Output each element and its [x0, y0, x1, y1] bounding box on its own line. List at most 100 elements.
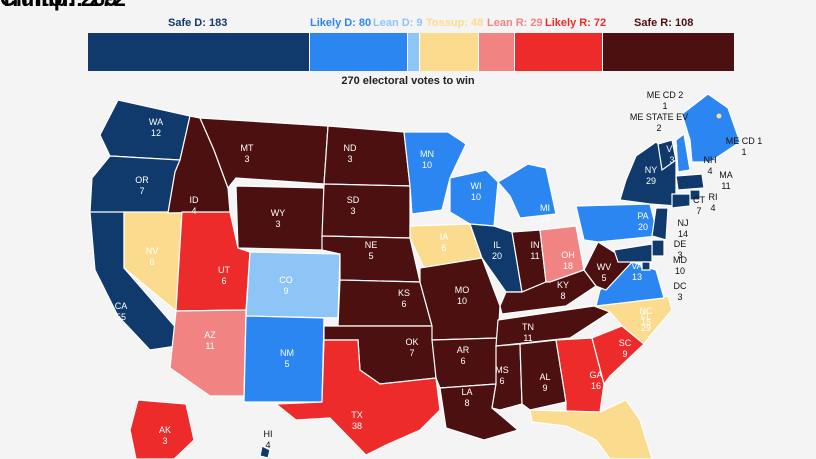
state-label-ny: NY 29 — [645, 165, 658, 186]
state-tn[interactable] — [495, 305, 612, 347]
state-label-hi: HI 4 — [264, 429, 273, 450]
state-label-dc: DC 3 — [674, 281, 687, 302]
state-label-vt: VT 3 — [666, 144, 678, 165]
bar-segment-likely-r — [514, 33, 603, 71]
state-label-sc: SC 9 — [619, 338, 632, 359]
state-ky[interactable] — [499, 269, 597, 315]
state-ks[interactable] — [337, 279, 433, 327]
state-label-nh: NH 4 — [704, 155, 717, 176]
state-wy[interactable] — [235, 185, 325, 251]
lean-d-label: Lean D: 9 — [373, 17, 423, 29]
state-me[interactable] — [681, 93, 741, 163]
state-label-va: VA 13 — [631, 261, 642, 282]
state-label-or: OR 7 — [135, 175, 149, 196]
state-tx[interactable] — [274, 339, 441, 456]
safe-r-label: Safe R: 108 — [634, 17, 694, 29]
state-fl[interactable] — [529, 399, 653, 459]
state-ms[interactable] — [491, 343, 523, 411]
state-label-nc: NC 15 — [640, 306, 653, 327]
state-label-nm: NM 5 — [280, 348, 294, 369]
state-label-ms: MS 6 — [495, 365, 509, 386]
state-label-ma: MA 11 — [719, 170, 733, 191]
state-sc[interactable] — [591, 325, 645, 386]
state-label-in: IN 11 — [530, 240, 539, 261]
state-mi[interactable] — [497, 163, 557, 219]
state-ak[interactable] — [129, 399, 195, 459]
state-pa[interactable] — [575, 203, 659, 243]
safe-d-label: Safe D: 183 — [168, 17, 228, 29]
state-label-mi: MI 16 — [540, 203, 550, 224]
state-label-ri: RI 4 — [709, 192, 718, 213]
bar-segment-lean-d — [407, 33, 420, 71]
tossup-label: Tossup: 48 — [426, 17, 484, 29]
maine-callout-2: ME STATE EV 2 — [630, 112, 688, 133]
state-label-fl: FL 29 — [641, 312, 652, 333]
state-label-mt: MT 3 — [241, 143, 254, 164]
state-label-md: MD 10 — [673, 255, 687, 276]
state-vt[interactable] — [657, 139, 677, 172]
state-label-ks: KS 6 — [398, 288, 410, 309]
state-label-ct: CT 7 — [693, 195, 705, 216]
state-label-id: ID 4 — [190, 195, 200, 216]
state-label-ut: UT 6 — [218, 265, 230, 286]
state-label-nj: NJ 14 — [678, 218, 689, 239]
state-label-ar: AR 6 — [457, 345, 470, 366]
state-label-ok: OK 7 — [405, 337, 418, 358]
likely-d-label: Likely D: 80 — [310, 17, 372, 29]
state-nc[interactable] — [593, 295, 673, 345]
state-label-la: LA 8 — [461, 387, 472, 408]
state-label-nd: ND 3 — [344, 143, 357, 164]
state-label-de: DE 3 — [674, 239, 687, 260]
state-nd[interactable] — [323, 125, 411, 187]
state-label-wa: WA 12 — [149, 117, 163, 138]
state-label-wy: WY 3 — [271, 208, 286, 229]
state-sd[interactable] — [321, 183, 411, 239]
state-label-nv: NV 6 — [146, 246, 159, 267]
state-label-tn: TN 11 — [522, 322, 534, 343]
maine-district-marker — [716, 113, 722, 119]
state-label-al: AL 9 — [539, 372, 550, 393]
state-nj[interactable] — [651, 207, 669, 241]
state-az[interactable] — [169, 309, 247, 397]
lean-r-label: Lean R: 29 — [487, 17, 543, 29]
state-label-oh: OH 18 — [561, 250, 575, 271]
state-label-ia: IA 6 — [440, 232, 449, 253]
state-label-ga: GA 16 — [589, 370, 602, 391]
state-label-il: IL 20 — [492, 240, 502, 261]
state-co[interactable] — [245, 251, 341, 319]
state-label-ca: CA 55 — [115, 301, 128, 322]
state-label-mn: MN 10 — [420, 149, 434, 170]
bar-segment-safe-d — [88, 33, 310, 71]
win-threshold-label: 270 electoral votes to win — [341, 75, 475, 87]
clinton-total-title: Clinton: 272 — [0, 0, 126, 12]
bar-segment-tossup — [419, 33, 479, 71]
bar-segment-likely-d — [309, 33, 408, 71]
trump-total-title: Trump: 269 — [0, 0, 117, 12]
state-label-mo: MO 10 — [455, 285, 470, 306]
state-label-sd: SD 3 — [347, 195, 360, 216]
electoral-vote-bar — [88, 33, 734, 71]
state-label-pa: PA 20 — [637, 211, 648, 232]
state-ct[interactable] — [671, 193, 691, 209]
state-label-co: CO 9 — [279, 275, 293, 296]
state-wa[interactable] — [99, 99, 191, 161]
state-label-wv: WV 5 — [597, 262, 612, 283]
bar-segment-safe-r — [602, 33, 734, 71]
state-ma[interactable] — [675, 173, 705, 191]
state-label-ne: NE 5 — [365, 240, 378, 261]
state-md[interactable] — [613, 243, 653, 263]
bar-segment-lean-r — [478, 33, 515, 71]
state-de[interactable] — [651, 239, 665, 257]
likely-r-label: Likely R: 72 — [545, 17, 607, 29]
state-hi[interactable] — [259, 445, 271, 459]
state-label-ky: KY 8 — [557, 280, 569, 301]
state-mn[interactable] — [403, 131, 467, 215]
state-al[interactable] — [519, 339, 567, 411]
state-label-wi: WI 10 — [471, 181, 482, 202]
state-label-tx: TX 38 — [351, 410, 363, 431]
state-dc[interactable] — [641, 261, 651, 271]
state-nh[interactable] — [675, 132, 691, 173]
